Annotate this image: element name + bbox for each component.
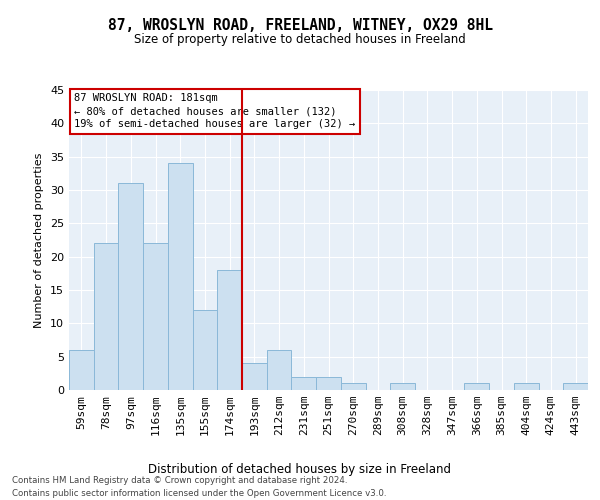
Text: 87 WROSLYN ROAD: 181sqm
← 80% of detached houses are smaller (132)
19% of semi-d: 87 WROSLYN ROAD: 181sqm ← 80% of detache… xyxy=(74,93,355,130)
Text: Size of property relative to detached houses in Freeland: Size of property relative to detached ho… xyxy=(134,32,466,46)
Bar xyxy=(563,384,588,390)
Text: 87, WROSLYN ROAD, FREELAND, WITNEY, OX29 8HL: 87, WROSLYN ROAD, FREELAND, WITNEY, OX29… xyxy=(107,18,493,32)
Bar xyxy=(118,184,143,390)
Bar xyxy=(217,270,242,390)
Bar xyxy=(143,244,168,390)
Bar xyxy=(464,384,489,390)
Bar xyxy=(94,244,118,390)
Bar xyxy=(390,384,415,390)
Y-axis label: Number of detached properties: Number of detached properties xyxy=(34,152,44,328)
Bar xyxy=(168,164,193,390)
Bar xyxy=(514,384,539,390)
Bar xyxy=(292,376,316,390)
Bar xyxy=(193,310,217,390)
Bar xyxy=(341,384,365,390)
Bar xyxy=(316,376,341,390)
Text: Distribution of detached houses by size in Freeland: Distribution of detached houses by size … xyxy=(149,462,452,475)
Bar xyxy=(242,364,267,390)
Bar xyxy=(69,350,94,390)
Text: Contains HM Land Registry data © Crown copyright and database right 2024.
Contai: Contains HM Land Registry data © Crown c… xyxy=(12,476,386,498)
Bar xyxy=(267,350,292,390)
